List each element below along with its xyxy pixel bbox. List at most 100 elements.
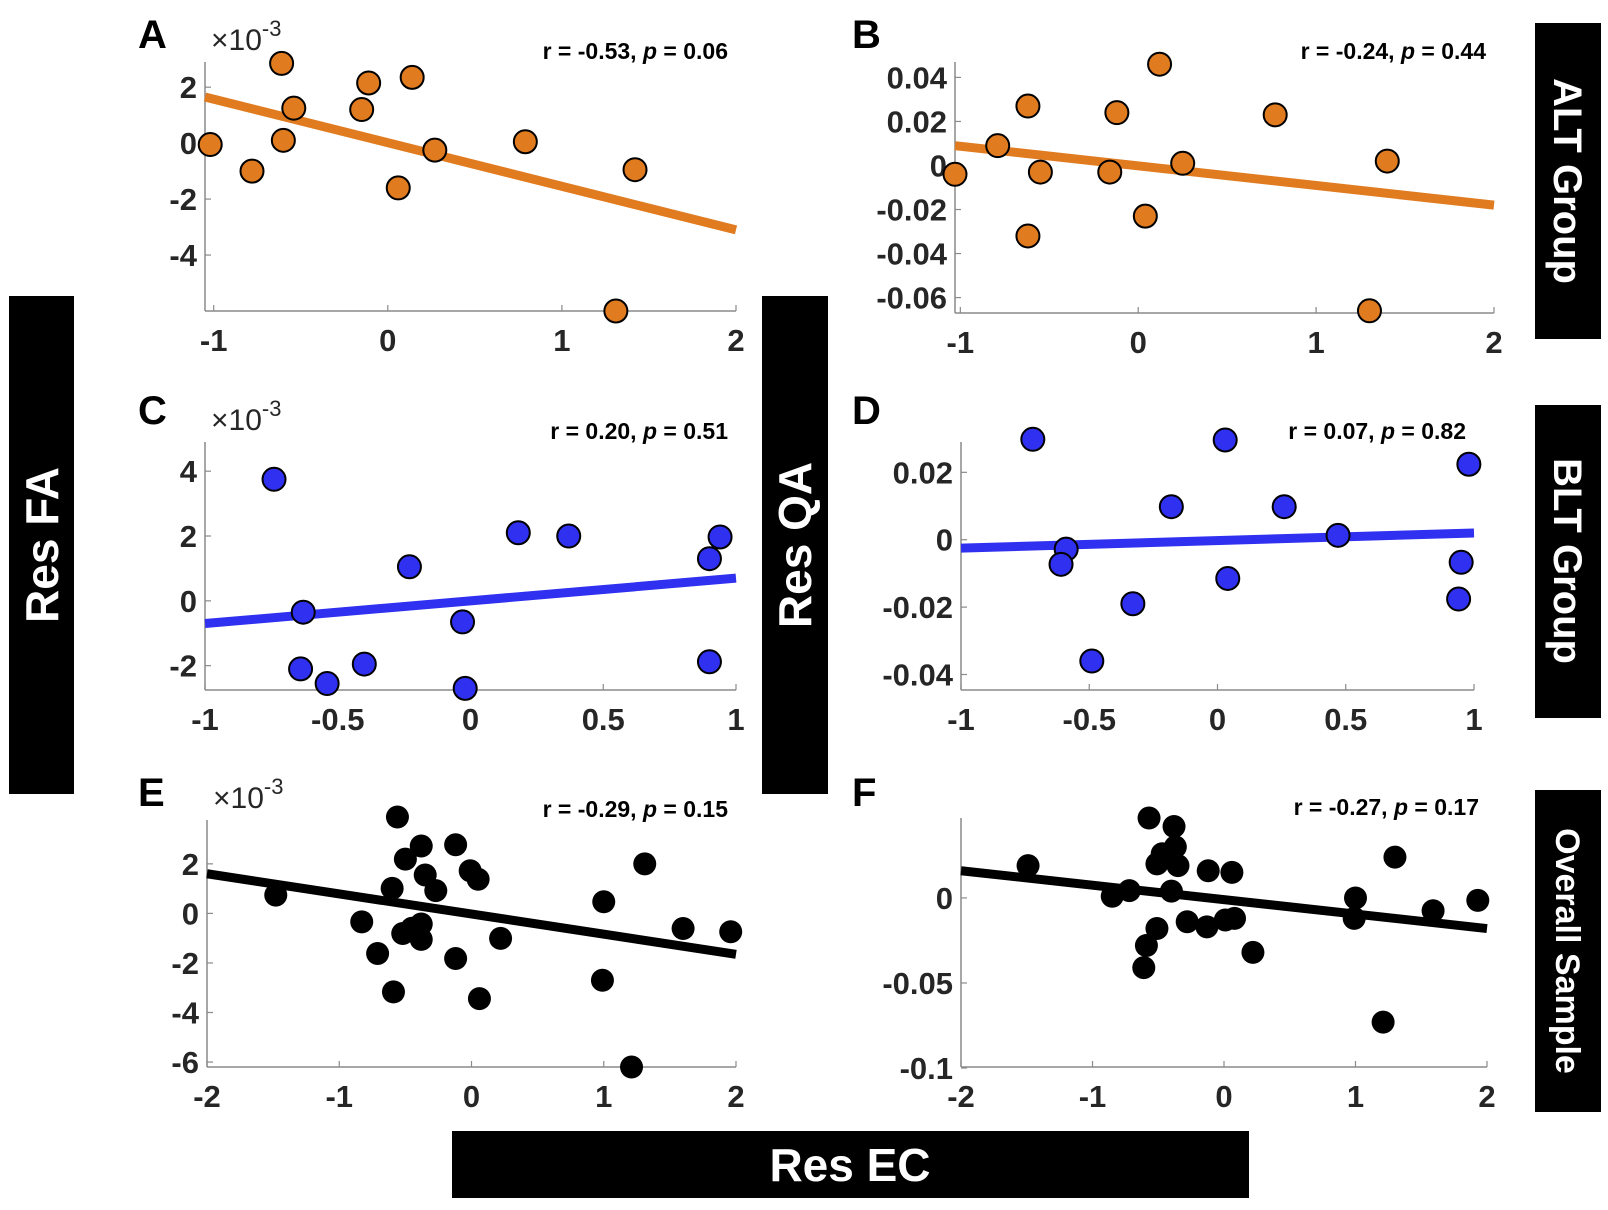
data-point [1097, 159, 1123, 185]
row-label-overall: Overall Sample [1548, 828, 1586, 1074]
panel-c: C ×10-3 -1 -0.5 0 0.5 1 4 2 0 -2 r = 0.20, p = 0.51 [138, 389, 745, 737]
regression-line [954, 141, 1495, 210]
data-point [1166, 854, 1190, 878]
data-point [590, 968, 614, 992]
data-point [707, 524, 733, 550]
data-point [314, 671, 340, 697]
x-tick-label: 0 [379, 323, 396, 358]
data-point [1048, 551, 1074, 577]
data-point [424, 879, 448, 903]
data-point [269, 50, 295, 76]
panel-letter: F [852, 771, 876, 815]
data-point [351, 651, 377, 677]
data-point [385, 805, 409, 829]
y-tick-label: -0.04 [882, 658, 953, 693]
data-point [290, 599, 316, 625]
data-point [1120, 591, 1146, 617]
data-point [1466, 888, 1490, 912]
data-point [1374, 148, 1400, 174]
data-point [1145, 917, 1169, 941]
data-point [633, 852, 657, 876]
data-point [985, 133, 1011, 159]
correlation-stat-label: r = -0.27, p = 0.17 [1294, 794, 1479, 820]
data-point [264, 883, 288, 907]
data-point [1325, 522, 1351, 548]
data-point [444, 946, 468, 970]
data-point [1421, 899, 1445, 923]
xlabel-res-ec-box: Res EC [452, 1131, 1249, 1198]
data-point [671, 917, 695, 941]
y-tick-label: -2 [169, 649, 197, 684]
y-tick-label: -0.1 [900, 1051, 953, 1086]
x-tick-label: -2 [947, 1079, 975, 1114]
data-point [270, 127, 296, 153]
data-point [1147, 51, 1173, 77]
data-point [622, 157, 648, 183]
panel-letter: E [138, 771, 165, 815]
data-point [350, 910, 374, 934]
x-tick-label: 1 [1465, 702, 1482, 737]
data-point [1446, 586, 1472, 612]
data-point [1117, 879, 1141, 903]
x-tick-label: 1 [727, 702, 744, 737]
data-point [1383, 845, 1407, 869]
data-point [400, 916, 424, 940]
y-tick-label: 2 [180, 70, 197, 105]
row-label-alt: ALT Group [1545, 78, 1589, 284]
x-tick-label: 1 [1347, 1079, 1364, 1114]
correlation-stat-label: r = -0.29, p = 0.15 [543, 796, 729, 822]
data-point [444, 833, 468, 857]
data-point [422, 137, 448, 163]
x-tick-label: -1 [200, 323, 228, 358]
data-point [197, 132, 223, 158]
data-point [1223, 906, 1247, 930]
axis-exponent-power: -3 [262, 16, 282, 41]
data-point [466, 867, 490, 891]
panel-letter: C [138, 389, 167, 433]
x-tick-label: 0 [463, 1079, 480, 1114]
y-tick-label: -4 [169, 238, 197, 273]
row-label-alt-box: ALT Group [1535, 23, 1601, 339]
data-point [1158, 494, 1184, 520]
data-point [1104, 100, 1130, 126]
data-point [1015, 93, 1041, 119]
regression-line [206, 869, 737, 959]
data-point [592, 890, 616, 914]
data-point [1162, 815, 1186, 839]
data-point [399, 64, 425, 90]
data-point [1175, 910, 1199, 934]
data-point [380, 876, 404, 900]
y-tick-label: -2 [171, 946, 199, 981]
regression-line [960, 866, 1488, 934]
panel-f: F -2 -1 0 1 2 0 -0.05 -0.1 r = -0.27, p = 0.17 [852, 771, 1496, 1114]
data-point [1170, 150, 1196, 176]
correlation-stat-label: r = -0.53, p = 0.06 [543, 38, 728, 64]
x-tick-label: 2 [727, 1079, 744, 1114]
data-point [452, 675, 478, 701]
data-point [1020, 426, 1046, 452]
x-tick-label: 1 [1307, 325, 1324, 360]
x-tick-label: -2 [193, 1079, 221, 1114]
y-tick-label: 0.04 [887, 60, 948, 95]
data-point [1342, 906, 1366, 930]
data-point [505, 520, 531, 546]
y-tick-label: 0 [936, 881, 953, 916]
data-point [1195, 915, 1219, 939]
data-point [1016, 854, 1040, 878]
data-point [942, 161, 968, 187]
data-point [261, 466, 287, 492]
x-tick-label: 0 [1215, 1079, 1232, 1114]
data-point [1262, 102, 1288, 128]
correlation-stat-label: r = -0.24, p = 0.44 [1301, 38, 1487, 64]
data-point [1215, 565, 1241, 591]
data-point [696, 546, 722, 572]
x-tick-label: -0.5 [311, 702, 364, 737]
x-tick-label: -1 [325, 1079, 353, 1114]
data-point [1220, 860, 1244, 884]
y-tick-label: 0 [180, 584, 197, 619]
data-point [1137, 806, 1161, 830]
y-tick-label: 0 [936, 523, 953, 558]
y-tick-label: -0.04 [876, 237, 947, 272]
data-point [366, 942, 390, 966]
